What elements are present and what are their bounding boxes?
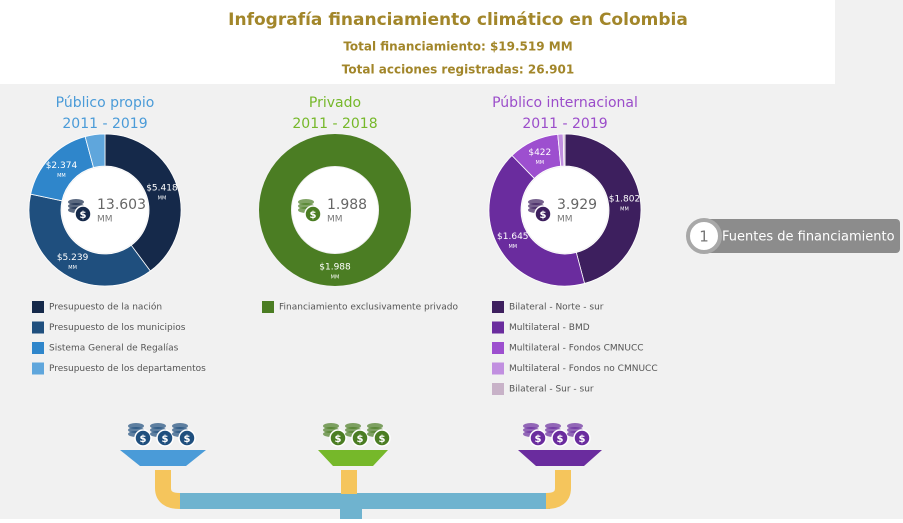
value-unit: MM <box>158 196 167 202</box>
total-actions: Total acciones registradas: 26.901 <box>342 63 574 77</box>
legend-label: Sistema General de Regalías <box>49 344 179 354</box>
value-label: $1.988 <box>319 263 351 273</box>
coin-symbol: $ <box>335 434 342 445</box>
coin-symbol: $ <box>579 434 586 445</box>
value-unit: MM <box>508 244 517 250</box>
coin-symbol: $ <box>357 434 364 445</box>
legend-swatch <box>492 301 504 313</box>
chart-title: Privado <box>309 95 361 111</box>
legend-label: Presupuesto de los departamentos <box>49 364 206 374</box>
value-label: $2.374 <box>46 161 78 171</box>
legend-label: Multilateral - BMD <box>509 323 590 333</box>
legend-swatch <box>32 322 44 334</box>
value-label: $1.802 <box>609 195 641 205</box>
legend-swatch <box>492 342 504 354</box>
legend-label: Multilateral - Fondos CMNUCC <box>509 344 644 354</box>
chart-subtitle: 2011 - 2019 <box>522 116 607 132</box>
legend-swatch <box>492 383 504 395</box>
center-unit: MM <box>97 215 113 225</box>
coin-symbol: $ <box>540 210 547 221</box>
coin-symbol: $ <box>557 434 564 445</box>
badge-number[interactable]: 1 <box>699 228 709 246</box>
donut-segment <box>563 134 565 166</box>
infographic: Infografía financiamiento climático en C… <box>0 0 903 519</box>
total-funding: Total financiamiento: $19.519 MM <box>343 40 572 54</box>
center-unit: MM <box>557 215 573 225</box>
legend-swatch <box>492 363 504 375</box>
value-label: $422 <box>528 148 551 158</box>
coin-symbol: $ <box>184 434 191 445</box>
coin-symbol: $ <box>379 434 386 445</box>
coin-symbol: $ <box>80 210 87 221</box>
pipe <box>341 470 357 494</box>
legend-label: Bilateral - Sur - sur <box>509 385 594 395</box>
value-unit: MM <box>331 275 340 281</box>
chart-title: Público propio <box>56 95 155 111</box>
legend-swatch <box>32 363 44 375</box>
coin-symbol: $ <box>310 210 317 221</box>
value-unit: MM <box>68 265 77 271</box>
center-unit: MM <box>327 215 343 225</box>
center-total: 1.988 <box>327 197 367 213</box>
legend-swatch <box>492 322 504 334</box>
legend-label: Presupuesto de los municipios <box>49 323 186 333</box>
pipe <box>340 493 362 519</box>
center-total: 13.603 <box>97 197 146 213</box>
badge[interactable]: 1 Fuentes de financiamiento <box>688 219 900 253</box>
legend-swatch <box>32 301 44 313</box>
pipe <box>180 493 550 509</box>
legend-label: Financiamiento exclusivamente privado <box>279 303 458 313</box>
value-label: $5.239 <box>57 253 89 263</box>
value-label: $1.645 <box>497 232 529 242</box>
coin-symbol: $ <box>140 434 147 445</box>
legend-label: Multilateral - Fondos no CMNUCC <box>509 364 658 374</box>
value-unit: MM <box>535 160 544 166</box>
legend-label: Presupuesto de la nación <box>49 302 162 313</box>
legend-label: Bilateral - Norte - sur <box>509 303 604 313</box>
chart-subtitle: 2011 - 2019 <box>62 116 147 132</box>
legend-swatch <box>32 342 44 354</box>
page-title: Infografía financiamiento climático en C… <box>228 10 688 30</box>
coin-symbol: $ <box>535 434 542 445</box>
value-unit: MM <box>620 207 629 213</box>
coin-symbol: $ <box>162 434 169 445</box>
legend-swatch <box>262 301 274 313</box>
value-label: $5.418 <box>146 184 178 194</box>
value-unit: MM <box>57 173 66 179</box>
chart-title: Público internacional <box>492 95 638 111</box>
chart-subtitle: 2011 - 2018 <box>292 116 377 132</box>
center-total: 3.929 <box>557 197 597 213</box>
badge-label[interactable]: Fuentes de financiamiento <box>722 230 895 245</box>
